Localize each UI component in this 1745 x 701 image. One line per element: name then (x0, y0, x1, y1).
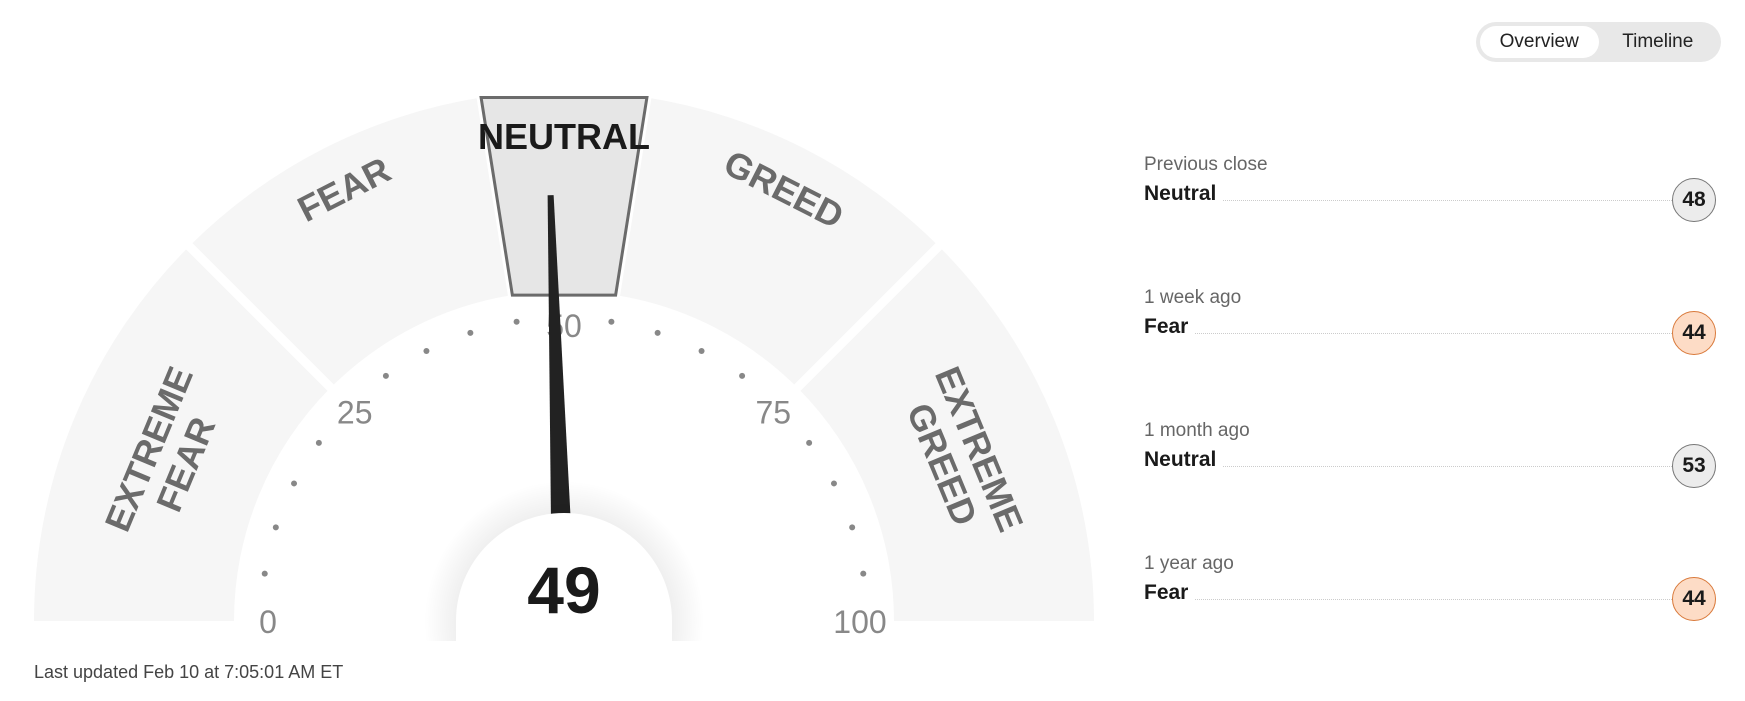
dotted-leader (1144, 466, 1684, 467)
tick-dot (423, 348, 430, 355)
gauge-segment (615, 97, 939, 388)
gauge-segment (479, 96, 649, 297)
view-toggle[interactable]: Overview Timeline (1476, 22, 1721, 62)
history-period: 1 year ago (1144, 553, 1234, 574)
gauge-hub (456, 513, 672, 641)
tick-dot (467, 329, 474, 336)
tick-dot (382, 372, 389, 379)
history-row: 1 year ago Fear 44 (1144, 553, 1724, 633)
tick-dot (608, 318, 615, 325)
history-value-badge: 44 (1672, 577, 1716, 621)
tick-dot (806, 439, 813, 446)
tick-dot (849, 524, 856, 531)
history-period: 1 week ago (1144, 287, 1242, 308)
last-updated: Last updated Feb 10 at 7:05:01 AM ET (34, 662, 344, 682)
history-row: Previous close Neutral 48 (1144, 154, 1724, 234)
history-rating: Fear (1144, 581, 1195, 605)
history-rating: Fear (1144, 315, 1195, 339)
dotted-leader (1144, 599, 1684, 600)
history-rating: Neutral (1144, 448, 1223, 472)
tick-label: 25 (337, 395, 373, 431)
tick-label: 0 (259, 604, 277, 640)
tick-label: 100 (833, 604, 886, 640)
fear-greed-gauge: EXTREMEFEARFEARNEUTRALGREEDEXTREMEGREED … (34, 96, 1094, 641)
tick-label: 75 (756, 395, 792, 431)
dotted-leader (1144, 200, 1684, 201)
tab-timeline[interactable]: Timeline (1622, 31, 1694, 52)
segment-gap (792, 240, 945, 393)
history-period: 1 month ago (1144, 420, 1250, 441)
history-value-badge: 48 (1672, 178, 1716, 222)
tick-dot (830, 480, 837, 487)
gauge-value: 49 (527, 553, 600, 627)
tab-overview[interactable]: Overview (1480, 26, 1599, 58)
gauge-segment (34, 246, 331, 621)
history-value-badge: 53 (1672, 444, 1716, 488)
gauge-segment (189, 97, 513, 388)
history-row: 1 week ago Fear 44 (1144, 287, 1724, 367)
tick-dot (261, 570, 268, 577)
history-rating: Neutral (1144, 182, 1223, 206)
history-period: Previous close (1144, 154, 1268, 175)
tick-dot (654, 329, 661, 336)
tick-dot (698, 348, 705, 355)
tick-dot (272, 524, 279, 531)
history-value-badge: 44 (1672, 311, 1716, 355)
dotted-leader (1144, 333, 1684, 334)
tick-dot (513, 318, 520, 325)
tick-dot (860, 570, 867, 577)
history-row: 1 month ago Neutral 53 (1144, 420, 1724, 500)
segment-gap (183, 240, 336, 393)
gauge-segment (797, 246, 1094, 621)
tick-dot (739, 372, 746, 379)
segment-label: NEUTRAL (478, 116, 650, 157)
tick-dot (315, 439, 322, 446)
tick-dot (291, 480, 298, 487)
